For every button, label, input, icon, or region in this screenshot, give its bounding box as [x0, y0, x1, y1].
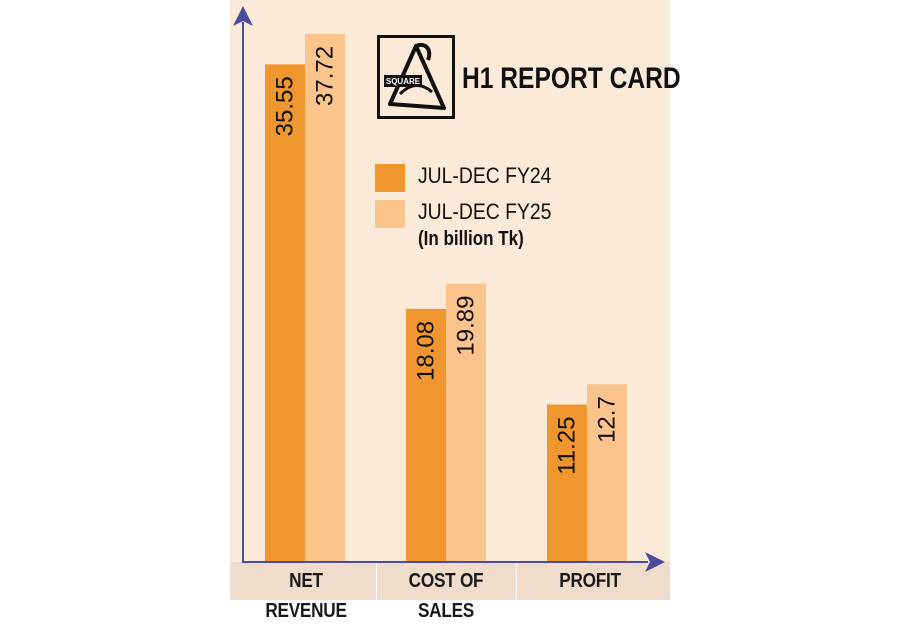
bar-fy24-cost-of-sales [406, 308, 446, 562]
bar-fy25-net-revenue [305, 33, 345, 563]
bar-fy24-net-revenue [265, 64, 305, 563]
data-label-fy25-1: 19.89 [453, 296, 480, 356]
x-tick-profit: PROFIT [559, 570, 621, 592]
logo-wordmark: SQUARE [386, 77, 421, 86]
bar-chart: 35.55 18.08 11.25 37.72 19.89 12.7 [233, 6, 665, 572]
bar-fy24-profit [547, 404, 587, 562]
square-pharma-logo-icon: SQUARE [384, 43, 446, 110]
legend-label-fy25: JUL-DEC FY25 [418, 199, 552, 224]
category-divider [516, 562, 517, 600]
data-label-fy24-2: 11.25 [554, 417, 581, 475]
square-logo: SQUARE [377, 35, 455, 119]
legend-swatch-fy24 [375, 164, 405, 192]
bar-fy25-profit [587, 384, 627, 562]
data-label-fy25-0: 37.72 [312, 46, 339, 106]
data-label-fy25-2: 12.7 [594, 396, 621, 443]
y-axis-arrow [233, 6, 253, 26]
legend-label-fy24: JUL-DEC FY24 [418, 163, 552, 188]
x-axis-arrow [645, 552, 665, 572]
category-divider [376, 562, 377, 600]
data-label-fy24-1: 18.08 [413, 321, 440, 381]
x-axis-band [230, 562, 670, 600]
data-label-fy24-0: 35.55 [272, 76, 299, 136]
unit-note: (In billion Tk) [418, 228, 524, 250]
chart-title: H1 REPORT CARD [462, 62, 681, 95]
bar-fy25-cost-of-sales [446, 283, 486, 562]
legend-swatch-fy25 [375, 200, 405, 228]
